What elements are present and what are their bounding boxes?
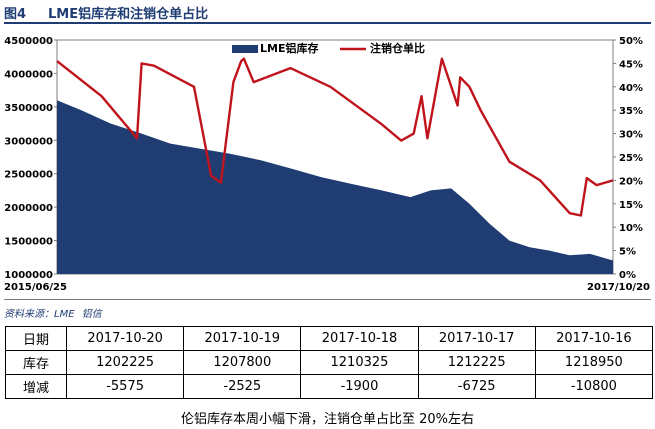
table-header-date: 2017-10-20 bbox=[65, 326, 185, 351]
table-cell: -2525 bbox=[183, 374, 302, 399]
y-left-tick-label: 2000000 bbox=[4, 203, 53, 214]
y-right-tick-label: 20% bbox=[619, 176, 643, 187]
y-right-tick-label: 45% bbox=[619, 59, 643, 70]
table-cell: 1210325 bbox=[300, 350, 419, 375]
y-left-tick-label: 2500000 bbox=[4, 170, 53, 181]
legend-label-ratio: 注销仓单比 bbox=[370, 41, 425, 55]
table-cell: -10800 bbox=[534, 374, 654, 399]
source-text: 资料来源：LME bbox=[4, 309, 75, 320]
table-row: 增减 -5575 -2525 -1900 -6725 -10800 bbox=[5, 374, 654, 399]
chart-note: 伦铝库存本周小幅下滑，注销仓单占比至 20%左右 bbox=[180, 412, 475, 427]
table-cell: 1207800 bbox=[183, 350, 302, 375]
source-org: 铝信 bbox=[81, 309, 102, 320]
y-right-tick-label: 40% bbox=[619, 83, 643, 94]
table-header-date: 2017-10-17 bbox=[417, 326, 536, 351]
y-left-tick-label: 3000000 bbox=[4, 136, 53, 147]
stock-ratio-chart: 4500000 4000000 3500000 3000000 2500000 20000… bbox=[4, 36, 650, 293]
ratio-line-series bbox=[56, 57, 614, 217]
y-right-tick-label: 0% bbox=[619, 270, 636, 281]
table-cell: -1900 bbox=[300, 374, 419, 399]
y-left-tick-label: 3500000 bbox=[4, 103, 53, 114]
y-right-tick-label: 25% bbox=[619, 153, 643, 164]
source-note: 资料来源：LME 铝信 bbox=[4, 305, 106, 320]
y-right-tick-label: 5% bbox=[619, 247, 636, 258]
y-right-tick-label: 50% bbox=[619, 36, 643, 47]
y-right-tick-label: 10% bbox=[619, 223, 643, 234]
y-right-tick-label: 15% bbox=[619, 200, 643, 211]
table-row: 库存 1202225 1207800 1210325 1212225 12189… bbox=[5, 350, 654, 375]
table-header-date: 2017-10-19 bbox=[183, 326, 302, 351]
table-cell: 1212225 bbox=[417, 350, 536, 375]
y-left-tick-label: 4500000 bbox=[4, 36, 53, 47]
inventory-table: 日期 2017-10-20 2017-10-19 2017-10-18 2017… bbox=[5, 326, 654, 399]
legend: LME铝库存 注销仓单比 bbox=[232, 41, 425, 55]
row-label: 库存 bbox=[5, 350, 67, 375]
table-cell: -5575 bbox=[65, 374, 185, 399]
table-header-label: 日期 bbox=[5, 326, 67, 351]
y-left-tick-label: 1500000 bbox=[4, 237, 53, 248]
source-divider bbox=[4, 299, 651, 300]
table-header-row: 日期 2017-10-20 2017-10-19 2017-10-18 2017… bbox=[5, 326, 654, 351]
x-start-label: 2015/06/25 bbox=[4, 282, 67, 293]
x-end-label: 2017/10/20 bbox=[587, 282, 650, 293]
y-right-tick-label: 35% bbox=[619, 106, 643, 117]
table-header-date: 2017-10-16 bbox=[534, 326, 654, 351]
table-header-date: 2017-10-18 bbox=[300, 326, 419, 351]
legend-swatch-stock bbox=[232, 45, 258, 53]
table-cell: 1202225 bbox=[65, 350, 185, 375]
table-cell: -6725 bbox=[417, 374, 536, 399]
figure-title: LME铝库存和注销仓单占比 bbox=[48, 7, 209, 22]
row-label: 增减 bbox=[5, 374, 67, 399]
figure-number: 图4 bbox=[4, 7, 27, 22]
stock-area-series bbox=[57, 100, 613, 274]
y-left-tick-label: 4000000 bbox=[4, 69, 53, 80]
legend-label-stock: LME铝库存 bbox=[260, 41, 318, 55]
y-left-tick-label: 1000000 bbox=[4, 270, 53, 281]
figure-header: 图4 LME铝库存和注销仓单占比 bbox=[4, 2, 651, 24]
table-cell: 1218950 bbox=[534, 350, 654, 375]
y-right-tick-label: 30% bbox=[619, 130, 643, 141]
